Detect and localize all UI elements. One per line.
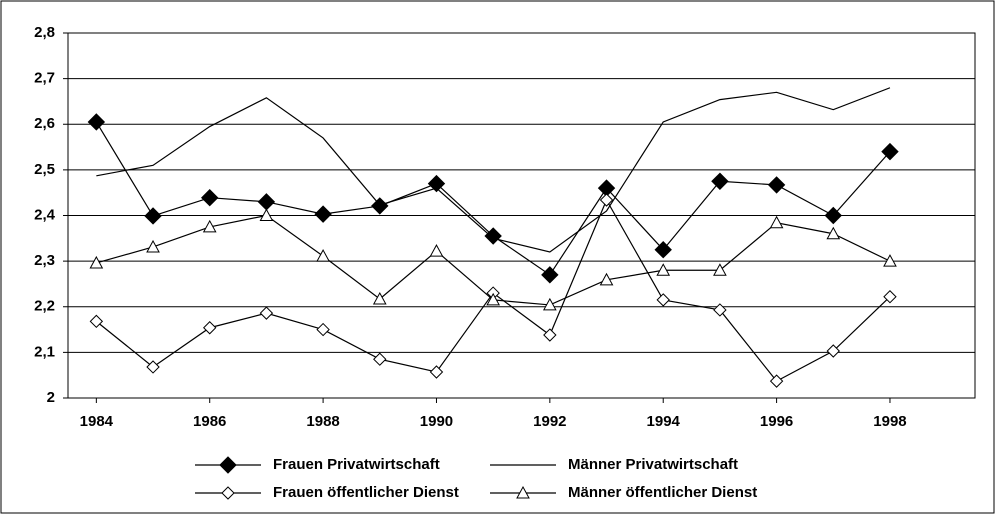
marker bbox=[144, 207, 162, 225]
marker bbox=[259, 208, 274, 221]
marker bbox=[541, 266, 559, 284]
marker bbox=[769, 374, 784, 388]
legend-label: Frauen Privatwirtschaft bbox=[273, 456, 440, 473]
marker bbox=[486, 292, 500, 306]
x-tick-label: 1990 bbox=[420, 413, 453, 430]
x-tick-label: 1986 bbox=[193, 413, 226, 430]
marker bbox=[89, 314, 104, 329]
marker bbox=[89, 255, 104, 269]
legend-label: Männer Privatwirtschaft bbox=[568, 456, 738, 473]
marker bbox=[429, 365, 444, 379]
x-tick-label: 1988 bbox=[306, 413, 339, 430]
marker bbox=[711, 172, 729, 190]
marker bbox=[372, 291, 387, 305]
y-tick-label: 2,1 bbox=[34, 343, 55, 360]
marker bbox=[543, 328, 557, 342]
marker bbox=[654, 241, 672, 259]
marker bbox=[146, 360, 160, 374]
marker bbox=[427, 174, 446, 193]
marker bbox=[599, 193, 614, 207]
x-tick-label: 1984 bbox=[80, 413, 114, 430]
marker bbox=[713, 303, 727, 317]
marker bbox=[259, 306, 274, 320]
legend-label: Männer öffentlicher Dienst bbox=[568, 484, 757, 501]
x-tick-label: 1998 bbox=[873, 413, 906, 430]
marker bbox=[767, 176, 786, 194]
marker bbox=[599, 272, 614, 286]
x-tick-label: 1996 bbox=[760, 413, 793, 430]
marker bbox=[656, 263, 671, 276]
marker bbox=[201, 188, 219, 207]
y-tick-label: 2,3 bbox=[34, 252, 55, 269]
y-tick-label: 2,2 bbox=[34, 298, 55, 315]
y-tick-label: 2,7 bbox=[34, 70, 55, 87]
marker bbox=[373, 352, 387, 366]
y-tick-label: 2,6 bbox=[34, 115, 55, 132]
marker bbox=[316, 249, 330, 262]
marker bbox=[484, 227, 502, 245]
y-tick-label: 2,5 bbox=[34, 161, 55, 178]
marker bbox=[202, 219, 217, 233]
marker bbox=[883, 254, 897, 267]
marker bbox=[656, 293, 670, 307]
x-tick-label: 1994 bbox=[647, 413, 681, 430]
marker bbox=[826, 226, 841, 240]
legend-marker bbox=[516, 485, 530, 499]
y-tick-label: 2,8 bbox=[34, 24, 55, 41]
y-tick-label: 2,4 bbox=[34, 206, 56, 223]
marker bbox=[883, 290, 897, 304]
y-tick-label: 2 bbox=[47, 389, 55, 406]
marker bbox=[824, 206, 842, 225]
marker bbox=[203, 321, 217, 335]
marker bbox=[881, 142, 899, 161]
marker bbox=[429, 244, 444, 257]
legend-marker bbox=[219, 456, 237, 474]
marker bbox=[826, 344, 840, 358]
legend-marker bbox=[221, 486, 235, 500]
marker bbox=[769, 215, 784, 229]
marker bbox=[316, 322, 330, 337]
marker bbox=[87, 113, 106, 131]
legend-label: Frauen öffentlicher Dienst bbox=[273, 484, 459, 501]
marker bbox=[146, 239, 160, 253]
marker bbox=[371, 197, 389, 215]
marker bbox=[314, 205, 332, 223]
x-tick-label: 1992 bbox=[533, 413, 566, 430]
marker bbox=[543, 297, 557, 311]
marker bbox=[713, 263, 727, 276]
